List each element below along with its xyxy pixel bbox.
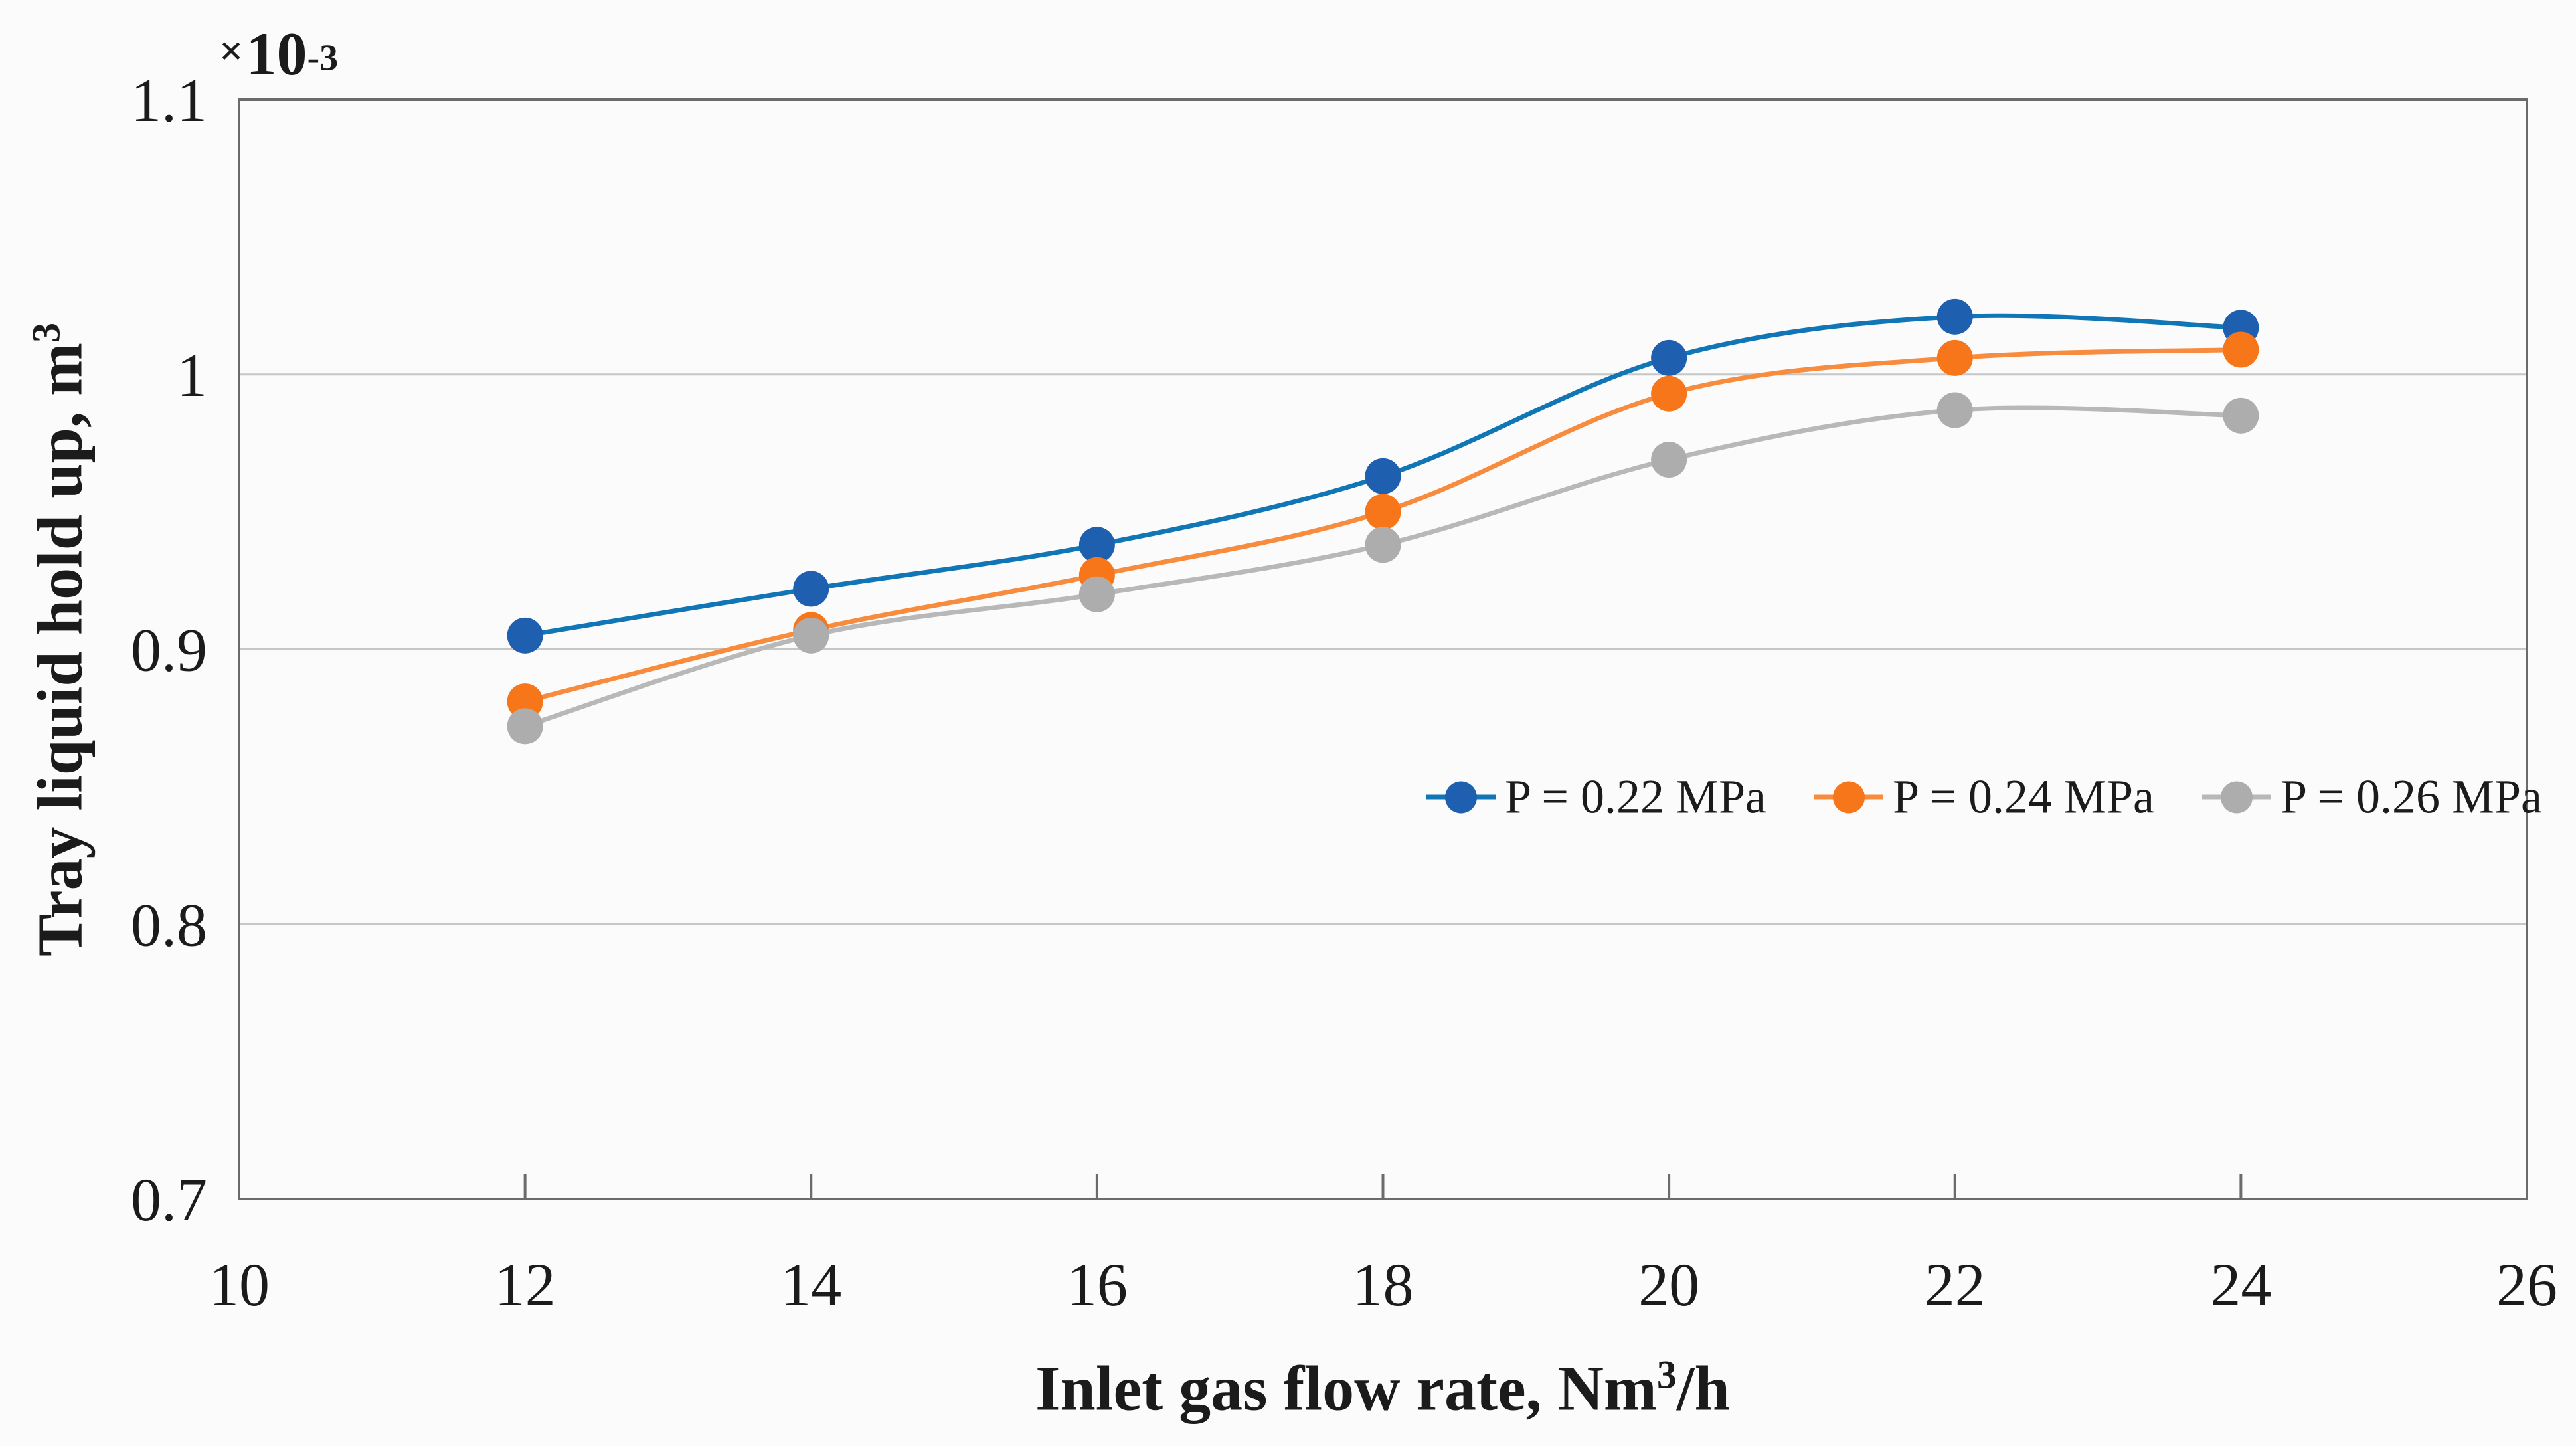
legend-marker-icon — [1445, 781, 1477, 813]
y-tick-label: 0.7 — [131, 1166, 207, 1233]
data-point — [507, 708, 543, 745]
data-point — [1936, 298, 1973, 335]
x-tick-label: 20 — [1638, 1251, 1699, 1318]
legend: P = 0.22 MPa P = 0.24 MPa P = 0.26 MPa — [1426, 770, 2542, 825]
multiplier-base: 10 — [246, 20, 307, 88]
x-tick-label: 24 — [2210, 1251, 2271, 1318]
y-axis-title-superscript: 3 — [24, 323, 68, 343]
x-tick-label: 14 — [780, 1251, 841, 1318]
data-point — [1936, 339, 1973, 376]
multiplier-exponent: -3 — [307, 37, 339, 79]
data-point — [1651, 375, 1687, 412]
legend-marker-icon — [2221, 781, 2253, 813]
legend-line-sample — [1814, 781, 1883, 813]
data-point — [507, 617, 543, 654]
x-tick-label: 18 — [1353, 1251, 1414, 1318]
x-tick-label: 12 — [495, 1251, 556, 1318]
legend-line-sample — [2202, 781, 2271, 813]
x-axis-title-text: Inlet gas flow rate, Nm — [1035, 1352, 1657, 1424]
legend-line-sample — [1426, 781, 1496, 813]
multiplier-sign: × — [219, 27, 244, 74]
tick-labels: 10 12 14 16 18 20 22 24 26 1.1 1 0.9 0.8 0.7 — [131, 66, 2557, 1318]
legend-label: P = 0.24 MPa — [1893, 770, 2154, 824]
x-axis-title-superscript: 3 — [1656, 1352, 1677, 1397]
data-point — [1365, 458, 1401, 494]
x-axis-title-suffix: /h — [1676, 1352, 1730, 1424]
data-point — [1365, 527, 1401, 563]
data-point — [1078, 576, 1115, 612]
x-tick-label: 16 — [1067, 1251, 1128, 1318]
legend-label: P = 0.22 MPa — [1505, 770, 1766, 824]
y-axis-offset-label: × 10-3 — [219, 19, 338, 89]
x-axis-title: Inlet gas flow rate, Nm3/h — [1035, 1352, 1730, 1425]
data-point — [1936, 392, 1973, 428]
data-series — [507, 298, 2259, 745]
y-tick-label: 0.9 — [131, 616, 207, 684]
axis-ticks — [238, 1174, 2528, 1199]
data-point — [1365, 494, 1401, 530]
y-tick-label: 0.8 — [131, 891, 207, 958]
data-point — [2223, 331, 2259, 368]
legend-item-p026: P = 0.26 MPa — [2202, 770, 2542, 825]
y-axis-title: Tray liquid hold up, m3 — [23, 323, 97, 956]
y-tick-label: 1 — [177, 341, 207, 409]
x-tick-label: 22 — [1925, 1251, 1986, 1318]
legend-label: P = 0.26 MPa — [2280, 770, 2542, 824]
y-tick-label: 1.1 — [131, 66, 207, 134]
data-point — [1078, 527, 1115, 563]
series-line — [523, 405, 2243, 729]
data-point — [793, 571, 829, 607]
x-tick-label: 26 — [2496, 1251, 2557, 1318]
legend-marker-icon — [1833, 781, 1865, 813]
data-point — [1651, 442, 1687, 478]
data-point — [2223, 397, 2259, 434]
x-tick-label: 10 — [209, 1251, 270, 1318]
y-axis-title-text: Tray liquid hold up, m — [24, 343, 96, 956]
data-point — [793, 617, 829, 654]
data-point — [1651, 339, 1687, 376]
legend-item-p024: P = 0.24 MPa — [1814, 770, 2154, 825]
legend-item-p022: P = 0.22 MPa — [1426, 770, 1766, 825]
data-point — [507, 683, 543, 720]
gridlines — [239, 373, 2527, 925]
